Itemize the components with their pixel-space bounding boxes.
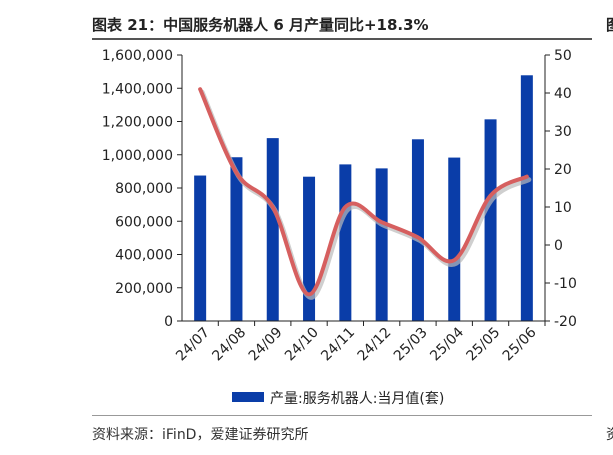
x-tick-label: 24/10 <box>282 325 322 365</box>
right-tick-label: 50 <box>554 48 572 64</box>
axes: 0 200,000 400,000 600,000 800,000 1,000,000 1,… <box>102 48 577 330</box>
legend-swatch <box>232 392 264 402</box>
bar-24/12 <box>375 168 388 321</box>
footer-divider <box>92 415 592 416</box>
x-tick-label: 24/08 <box>209 325 249 365</box>
adjacent-source-fragment: 资 <box>606 424 613 442</box>
x-tick-label: 24/11 <box>318 325 358 365</box>
x-tick-label: 25/06 <box>500 324 540 364</box>
bar-24/07 <box>194 175 207 321</box>
bar-25/04 <box>448 157 461 321</box>
right-tick-label: -20 <box>554 314 577 330</box>
bar-25/05 <box>484 119 497 322</box>
bar-24/08 <box>230 157 243 321</box>
right-tick-label: -10 <box>554 276 577 292</box>
yoy-line <box>198 87 529 297</box>
bar-24/10 <box>303 176 316 321</box>
line-series <box>198 87 532 300</box>
title-divider <box>92 38 592 40</box>
right-tick-label: 0 <box>554 238 563 254</box>
x-tick-label: 25/04 <box>427 324 467 364</box>
bar-25/06 <box>520 75 533 321</box>
bar-series <box>194 75 533 322</box>
left-tick-label: 200,000 <box>115 281 173 297</box>
x-tick-label: 24/12 <box>355 325 395 365</box>
left-tick-label: 1,400,000 <box>102 81 173 97</box>
x-tick-label: 25/03 <box>391 325 431 365</box>
adjacent-title-fragment: 图 <box>606 14 613 32</box>
x-tick-label: 25/05 <box>464 325 504 365</box>
x-axis-ticks: 24/0724/0824/0924/1024/1124/1225/0325/04… <box>173 321 546 365</box>
left-tick-label: 1,200,000 <box>102 115 173 131</box>
right-tick-label: 40 <box>554 86 572 102</box>
line-shadow <box>199 89 532 300</box>
left-tick-label: 1,600,000 <box>102 48 173 64</box>
legend: 产量:服务机器人:当月值(套) <box>232 391 444 407</box>
left-tick-label: 1,000,000 <box>102 148 173 164</box>
left-tick-label: 400,000 <box>115 248 173 264</box>
left-tick-label: 600,000 <box>115 214 173 230</box>
right-tick-label: 30 <box>554 124 572 140</box>
chart-title: 图表 21：中国服务机器人 6 月产量同比+18.3% <box>92 16 429 34</box>
left-tick-label: 0 <box>164 314 173 330</box>
source-note: 资料来源：iFinD，爱建证券研究所 <box>92 427 309 443</box>
x-tick-label: 24/07 <box>173 325 213 365</box>
x-tick-label: 24/09 <box>246 325 286 365</box>
left-tick-label: 800,000 <box>115 181 173 197</box>
right-tick-label: 20 <box>554 162 572 178</box>
legend-label: 产量:服务机器人:当月值(套) <box>270 391 444 407</box>
right-tick-label: 10 <box>554 200 572 216</box>
bar-24/09 <box>266 138 279 321</box>
bar-24/11 <box>339 164 352 321</box>
bar-25/03 <box>411 139 424 321</box>
